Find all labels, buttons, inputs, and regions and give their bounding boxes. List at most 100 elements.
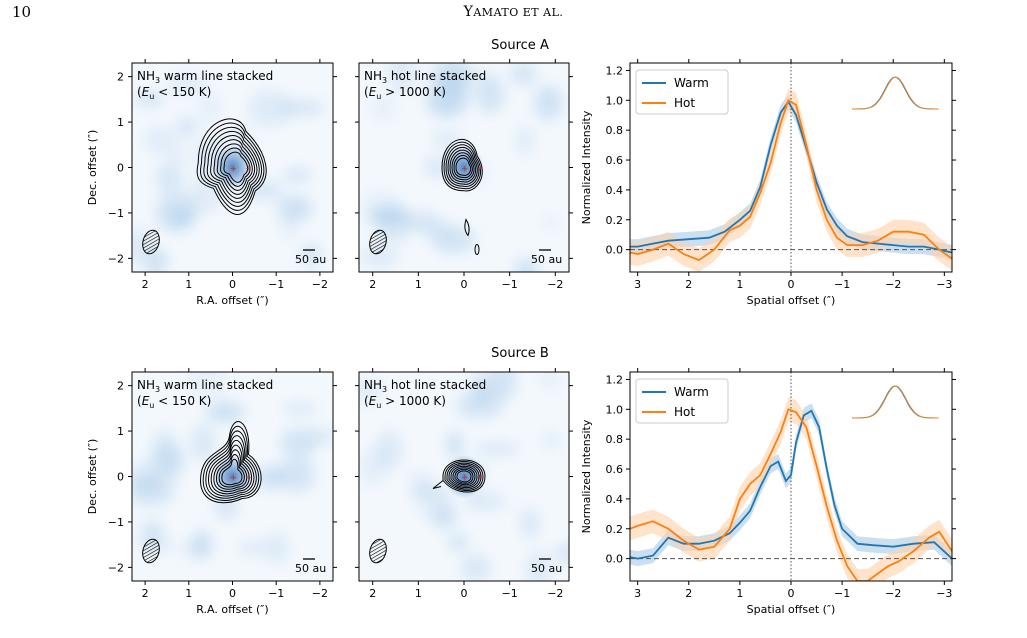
map-ylabel: Dec. offset (″) bbox=[86, 130, 99, 206]
contours bbox=[199, 421, 262, 504]
map-label-energy: (Eu < 150 K) bbox=[137, 394, 211, 410]
map-xtick-label: −2 bbox=[547, 587, 563, 600]
map-ytick-label: −2 bbox=[108, 252, 124, 265]
map-ytick-label: 1 bbox=[117, 425, 124, 438]
profile-xlabel: Spatial offset (″) bbox=[747, 294, 836, 307]
map-xtick-label: 2 bbox=[369, 278, 376, 291]
legend: Warm Hot bbox=[635, 69, 729, 115]
legend-warm: Warm bbox=[674, 385, 709, 399]
map-xtick-label: 1 bbox=[185, 587, 192, 600]
profile-ytick-label: 1.0 bbox=[606, 403, 624, 416]
map-ytick-label: −2 bbox=[108, 561, 124, 574]
map-xtick-label: 1 bbox=[185, 278, 192, 291]
running-title: YAMATO ET AL. bbox=[463, 4, 564, 20]
profile-ytick-label: 1.2 bbox=[606, 373, 624, 386]
scalebar-label: 50 au bbox=[295, 562, 326, 575]
map-ytick-label: 1 bbox=[117, 116, 124, 129]
map-label-energy: (Eu > 1000 K) bbox=[364, 394, 446, 410]
scalebar-label: 50 au bbox=[531, 562, 562, 575]
source-b-title: Source B bbox=[491, 346, 549, 361]
profile-ytick-label: 1.2 bbox=[606, 64, 624, 77]
source-a-title: Source A bbox=[491, 38, 549, 53]
profile-xtick-label: −3 bbox=[936, 587, 952, 600]
peak-marker: + bbox=[461, 474, 469, 484]
map-xtick-label: 0 bbox=[461, 587, 468, 600]
profile-xtick-label: 1 bbox=[736, 278, 743, 291]
map-xtick-label: 1 bbox=[415, 587, 422, 600]
profile-ytick-label: 0.2 bbox=[606, 523, 624, 536]
page-number: 10 bbox=[12, 3, 32, 21]
profile-ytick-label: 0.6 bbox=[606, 154, 624, 167]
profile-xlabel: Spatial offset (″) bbox=[747, 603, 836, 616]
profile-ytick-label: 0.0 bbox=[606, 244, 624, 257]
profile-xtick-label: −2 bbox=[885, 587, 901, 600]
map-label-line: NH3 hot line stacked bbox=[364, 69, 486, 85]
peak-marker: + bbox=[246, 474, 252, 482]
contours bbox=[432, 459, 486, 493]
map-label-line: NH3 warm line stacked bbox=[137, 378, 273, 394]
map-xtick-label: −1 bbox=[268, 587, 284, 600]
profile-xtick-label: 3 bbox=[634, 278, 641, 291]
profile-ytick-label: 0.0 bbox=[606, 553, 624, 566]
map-xtick-label: −2 bbox=[312, 278, 328, 291]
band-hot bbox=[630, 88, 952, 272]
peak-marker: + bbox=[246, 165, 252, 173]
profile-xtick-label: 0 bbox=[788, 278, 795, 291]
profile-xtick-label: 2 bbox=[685, 587, 692, 600]
profile-ytick-label: 0.8 bbox=[606, 433, 624, 446]
profile-ylabel: Normalized Intensity bbox=[580, 419, 593, 533]
profile-xtick-label: −1 bbox=[834, 278, 850, 291]
scalebar-label: 50 au bbox=[295, 253, 326, 266]
map-xtick-label: 0 bbox=[229, 278, 236, 291]
profile-ytick-label: 1.0 bbox=[606, 94, 624, 107]
map-label-energy: (Eu > 1000 K) bbox=[364, 85, 446, 101]
profile-ytick-label: 0.2 bbox=[606, 214, 624, 227]
map-ylabel: Dec. offset (″) bbox=[86, 439, 99, 515]
map-xtick-label: 2 bbox=[142, 587, 149, 600]
profile-xtick-label: −1 bbox=[834, 587, 850, 600]
map-panel-a-hot: + +2 1 0 −1 −2 50 au NH3 hot line stacked(Eu > … bbox=[355, 59, 573, 291]
inset-beam-profile bbox=[852, 385, 939, 419]
profile-xtick-label: 2 bbox=[685, 278, 692, 291]
legend: Warm Hot bbox=[635, 378, 729, 424]
profile-panel-b: 3 2 1 0 −1 −2 −3 0.0 0.2 0.4 0.6 0.8 1.0 1.2 Normalize… bbox=[580, 368, 956, 616]
profile-ytick-label: 0.8 bbox=[606, 124, 624, 137]
map-panel-b-hot: + +2 1 0 −1 −2 50 au NH3 hot line stacked(Eu > … bbox=[355, 368, 573, 600]
map-ytick-label: 0 bbox=[117, 162, 124, 175]
profile-xtick-label: 1 bbox=[736, 587, 743, 600]
map-xtick-label: 0 bbox=[461, 278, 468, 291]
beam-ellipse bbox=[369, 538, 387, 564]
beam-ellipse bbox=[142, 229, 160, 255]
profile-xtick-label: 3 bbox=[634, 587, 641, 600]
map-ytick-label: 2 bbox=[117, 380, 124, 393]
map-label-energy: (Eu < 150 K) bbox=[137, 85, 211, 101]
map-ytick-label: −1 bbox=[108, 516, 124, 529]
series-hot bbox=[630, 98, 952, 262]
map-xlabel: R.A. offset (″) bbox=[196, 603, 268, 616]
scalebar-label: 50 au bbox=[531, 253, 562, 266]
profile-ytick-label: 0.4 bbox=[606, 184, 624, 197]
contours bbox=[196, 118, 267, 215]
peak-marker: + bbox=[477, 474, 483, 482]
map-xtick-label: −2 bbox=[312, 587, 328, 600]
map-label-line: NH3 hot line stacked bbox=[364, 378, 486, 394]
map-ytick-label: 2 bbox=[117, 71, 124, 84]
legend-hot: Hot bbox=[674, 96, 695, 110]
map-panel-b-warm: + +2 1 0 −1 −2 2 1 0 −1 −2 50 au NH3 warm line stack… bbox=[86, 368, 337, 616]
series-warm bbox=[630, 409, 952, 560]
profile-xtick-label: 0 bbox=[788, 587, 795, 600]
profile-xtick-label: −2 bbox=[885, 278, 901, 291]
map-panel-a-warm: + +2 1 0 −1 −2 2 1 0 −1 −2 50 au NH3 warm line stack… bbox=[86, 59, 337, 307]
peak-marker: + bbox=[230, 474, 238, 484]
map-xtick-label: 1 bbox=[415, 278, 422, 291]
peak-marker: + bbox=[461, 165, 469, 175]
series-hot bbox=[630, 408, 952, 581]
map-xtick-label: 2 bbox=[369, 587, 376, 600]
map-xtick-label: 0 bbox=[229, 587, 236, 600]
map-xtick-label: 2 bbox=[142, 278, 149, 291]
map-xtick-label: −2 bbox=[547, 278, 563, 291]
map-xlabel: R.A. offset (″) bbox=[196, 294, 268, 307]
beam-ellipse bbox=[142, 538, 160, 564]
profile-ytick-label: 0.4 bbox=[606, 493, 624, 506]
